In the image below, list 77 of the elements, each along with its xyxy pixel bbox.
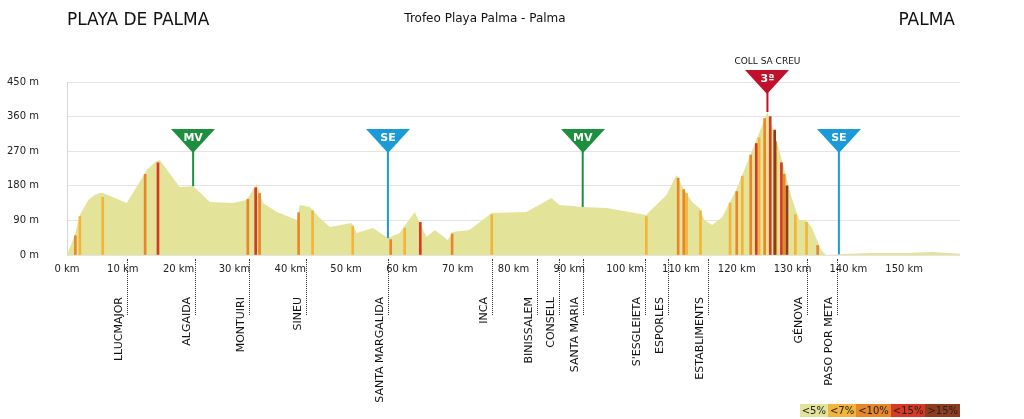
- x-tick-label: 10 km: [107, 262, 139, 274]
- bar: [351, 225, 355, 255]
- x-tick-label: 80 km: [497, 262, 530, 274]
- text: COLL SA CREU: [733, 55, 802, 66]
- text: PALMA: [898, 9, 955, 29]
- annotation: ALGAIDA: [179, 297, 193, 346]
- bar: [682, 189, 686, 255]
- annotation: ESTABLIMENTS: [693, 297, 707, 380]
- ref-line-label: SE: [830, 131, 848, 144]
- bar: [74, 235, 77, 255]
- ref-line-label: MV: [182, 131, 204, 144]
- bar: [699, 210, 702, 255]
- bar: [311, 210, 314, 255]
- annotation: MONTUIRI: [233, 297, 247, 353]
- x-tick-label: 110 km: [662, 262, 700, 274]
- ref-line-label: SE: [379, 131, 397, 144]
- bar: [749, 154, 753, 255]
- x-tick-label: 90 km: [553, 262, 586, 274]
- text: <10%: [856, 404, 891, 417]
- annotation: SANTA MARIA: [567, 297, 581, 373]
- x-tick-label: 30 km: [218, 262, 251, 274]
- annotation: GÉNOVA: [792, 297, 806, 344]
- annotation: SANTA MARGALIDA: [372, 297, 386, 403]
- bar: [763, 118, 766, 255]
- y-tick-label: 0 m: [19, 248, 39, 260]
- bar: [685, 193, 688, 255]
- y-tick-label: 450 m: [6, 75, 39, 87]
- text: >15%: [925, 404, 960, 417]
- bar: [389, 239, 393, 255]
- text: <5%: [799, 404, 828, 417]
- x-tick-label: 100 km: [606, 262, 645, 274]
- bar: [794, 214, 797, 255]
- annotation: INCA: [476, 297, 490, 324]
- x-tick-label: 50 km: [330, 262, 362, 274]
- y-tick-label: 270 m: [6, 144, 39, 156]
- bar: [805, 221, 808, 255]
- y-tick-label: 90 m: [13, 213, 39, 225]
- text: PLAYA DE PALMA: [67, 9, 210, 29]
- text: <7%: [827, 404, 857, 417]
- bar: [645, 216, 648, 255]
- bar: [782, 173, 786, 255]
- bar: [258, 193, 261, 255]
- annotation: SINEU: [290, 297, 304, 331]
- annotation: PASO POR META: [822, 297, 836, 386]
- x-tick-label: 140 km: [829, 262, 868, 274]
- annotation: LLUCMAJOR: [111, 297, 125, 362]
- chart-title: Trofeo Playa Palma - Palma: [404, 11, 566, 25]
- x-tick-label: 130 km: [773, 262, 812, 274]
- annotation: CONSELL: [544, 297, 558, 348]
- bar: [490, 214, 494, 255]
- x-tick-label: 20 km: [162, 262, 195, 274]
- x-tick-label: 60 km: [386, 262, 418, 274]
- bar: [754, 143, 758, 255]
- bar: [735, 191, 739, 255]
- x-tick-label: 120 km: [717, 262, 756, 274]
- bar: [768, 116, 772, 255]
- x-tick-label: 0 km: [54, 262, 80, 274]
- bar: [418, 221, 422, 255]
- bar: [297, 212, 300, 255]
- ref-line-label: MV: [571, 131, 594, 144]
- annotation: S'ESGLEIETA: [630, 297, 644, 367]
- bar: [816, 245, 820, 255]
- y-tick-label: 180 m: [6, 179, 39, 191]
- bar: [403, 227, 406, 255]
- text: <15%: [890, 404, 926, 417]
- bar: [741, 175, 744, 255]
- y-tick-label: 360 m: [6, 110, 39, 122]
- x-tick-label: 40 km: [274, 262, 306, 274]
- bar: [254, 187, 257, 255]
- annotation: BINISSALEM: [522, 297, 536, 364]
- bar: [773, 129, 777, 255]
- bar: [780, 162, 783, 255]
- annotation: ESPORLES: [653, 297, 667, 354]
- bar: [101, 197, 105, 255]
- x-tick-label: 150 km: [885, 262, 924, 274]
- x-tick-label: 70 km: [441, 262, 474, 274]
- annotation: 3ª: [759, 71, 776, 85]
